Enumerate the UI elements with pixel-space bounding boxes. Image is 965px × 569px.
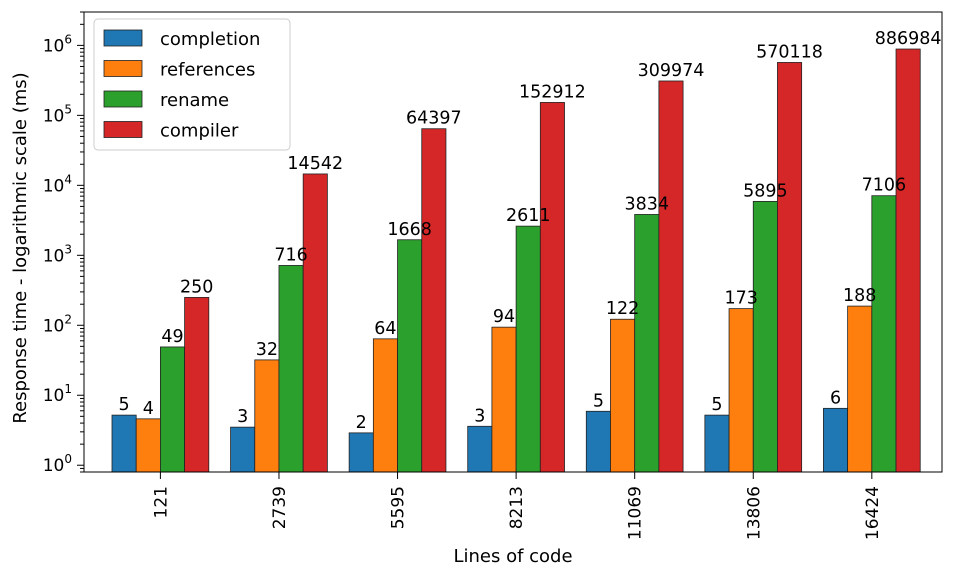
data-label-rename-16424: 7106 <box>862 176 907 196</box>
legend: completion references rename compiler <box>93 18 291 151</box>
data-label-compiler-16424: 886984 <box>875 29 942 49</box>
data-label-completion-13806: 5 <box>711 395 722 415</box>
bar-references-121 <box>135 418 161 473</box>
legend-label-references: references <box>160 60 255 81</box>
bar-rename-16424 <box>871 195 897 473</box>
data-label-rename-11069: 3834 <box>625 194 670 214</box>
bar-references-5595 <box>372 338 398 473</box>
legend-box <box>93 18 291 151</box>
legend-label-rename: rename <box>160 90 229 111</box>
bar-rename-13806 <box>752 200 778 473</box>
data-label-rename-121: 49 <box>161 327 183 347</box>
plot-frame <box>83 11 943 473</box>
legend-swatch-compiler <box>103 121 143 138</box>
data-label-compiler-5595: 64397 <box>406 109 462 129</box>
data-label-compiler-8213: 152912 <box>519 82 586 102</box>
bar-compiler-8213 <box>539 102 565 473</box>
bar-references-13806 <box>728 308 754 473</box>
bar-completion-11069 <box>585 410 611 473</box>
legend-label-completion: completion <box>160 29 260 50</box>
data-label-compiler-11069: 309974 <box>638 61 705 81</box>
y-tick-label: 106 <box>43 32 72 56</box>
data-label-completion-5595: 2 <box>356 413 367 433</box>
bar-references-11069 <box>610 318 636 473</box>
bar-completion-5595 <box>348 432 374 473</box>
data-label-rename-8213: 2611 <box>506 206 551 226</box>
bar-references-2739 <box>254 359 280 473</box>
bar-compiler-13806 <box>777 62 803 473</box>
data-label-completion-8213: 3 <box>474 406 485 426</box>
bar-completion-8213 <box>467 425 493 473</box>
x-tick-label: 5595 <box>389 486 409 529</box>
bar-completion-121 <box>111 414 137 473</box>
y-tick-label: 102 <box>43 312 72 336</box>
data-label-rename-13806: 5895 <box>743 181 788 201</box>
legend-swatch-references <box>103 60 143 77</box>
bar-compiler-16424 <box>895 48 921 473</box>
x-tick-label: 2739 <box>270 486 290 529</box>
data-label-completion-2739: 3 <box>237 407 248 427</box>
data-label-references-13806: 173 <box>724 289 757 309</box>
x-tick-label: 16424 <box>863 486 883 540</box>
data-label-references-5595: 64 <box>374 319 396 339</box>
data-label-references-121: 4 <box>143 399 154 419</box>
data-label-references-16424: 188 <box>843 286 876 306</box>
bar-labels-layer: 5 449250332716145422641668643973942611152… <box>119 29 942 433</box>
legend-swatch-completion <box>103 29 143 47</box>
x-tick-label: 13806 <box>744 486 764 540</box>
x-tick-label: 11069 <box>626 486 646 540</box>
x-tick-label: 8213 <box>507 486 527 529</box>
bar-compiler-2739 <box>302 173 328 473</box>
bar-rename-5595 <box>397 239 423 473</box>
x-axis-label: Lines of code <box>453 546 572 567</box>
y-axis: 100 101 102 103 104 105 106 <box>43 11 84 476</box>
data-label-references-2739: 32 <box>256 340 278 360</box>
data-label-references-8213: 94 <box>493 307 515 327</box>
data-label-rename-2739: 716 <box>274 245 307 265</box>
y-axis-label: Response time - logarithmic scale (ms) <box>10 72 31 423</box>
data-label-completion-16424: 6 <box>830 388 841 408</box>
y-tick-label: 100 <box>43 452 72 476</box>
bar-compiler-5595 <box>421 128 447 473</box>
data-label-completion-11069: 5 <box>593 391 604 411</box>
x-axis: 121 2739 5595 8213 11069 13806 16424 <box>151 472 883 540</box>
bar-completion-2739 <box>230 426 256 473</box>
data-label-references-11069: 122 <box>606 299 639 319</box>
bar-compiler-121 <box>184 297 210 473</box>
data-label-rename-5595: 1668 <box>387 220 432 240</box>
bar-completion-16424 <box>823 407 849 473</box>
data-label-compiler-121: 250 <box>180 277 213 297</box>
bar-rename-8213 <box>515 225 541 473</box>
bar-compiler-11069 <box>658 80 684 473</box>
data-label-compiler-2739: 14542 <box>287 154 343 174</box>
bar-rename-2739 <box>278 265 304 473</box>
bars-layer <box>111 48 921 473</box>
y-tick-label: 103 <box>43 242 72 266</box>
y-tick-label: 105 <box>43 102 72 126</box>
y-tick-label: 104 <box>43 172 72 196</box>
bar-completion-13806 <box>704 414 730 473</box>
bar-rename-121 <box>159 346 185 473</box>
y-tick-label: 101 <box>43 382 72 406</box>
x-tick-label: 121 <box>151 486 171 518</box>
bar-references-8213 <box>491 326 517 473</box>
bar-rename-11069 <box>634 214 660 473</box>
legend-label-compiler: compiler <box>160 121 239 142</box>
data-label-completion-121: 5 <box>119 395 130 415</box>
legend-swatch-rename <box>103 90 143 108</box>
data-label-compiler-13806: 570118 <box>756 42 823 62</box>
bar-references-16424 <box>847 305 873 473</box>
